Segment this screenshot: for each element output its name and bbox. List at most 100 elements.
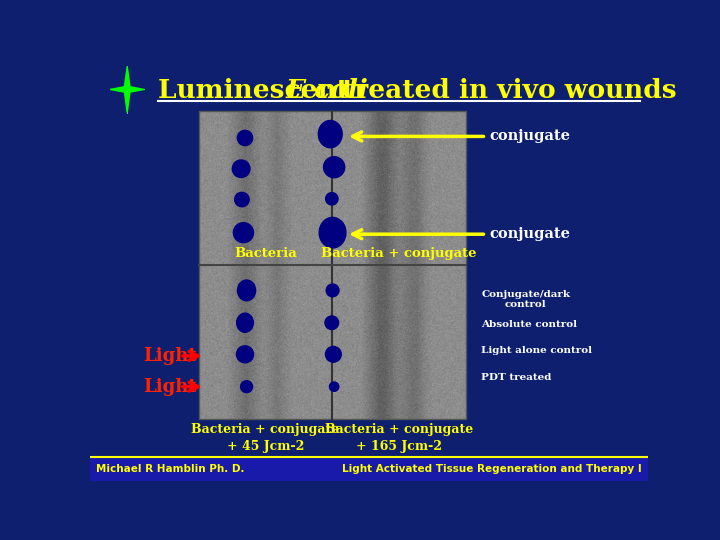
Ellipse shape (328, 319, 336, 327)
Ellipse shape (329, 163, 339, 172)
Ellipse shape (234, 224, 253, 242)
Ellipse shape (327, 194, 336, 204)
Ellipse shape (327, 130, 334, 138)
Ellipse shape (332, 290, 333, 291)
Ellipse shape (333, 385, 336, 388)
Ellipse shape (234, 161, 248, 176)
Ellipse shape (328, 319, 336, 326)
Ellipse shape (236, 194, 248, 205)
Ellipse shape (330, 322, 333, 324)
Ellipse shape (243, 382, 251, 391)
Ellipse shape (330, 197, 333, 201)
Ellipse shape (331, 384, 337, 389)
Ellipse shape (233, 222, 253, 242)
Ellipse shape (238, 226, 250, 239)
Ellipse shape (242, 351, 248, 357)
Ellipse shape (244, 384, 249, 389)
Ellipse shape (237, 347, 253, 362)
Ellipse shape (328, 161, 341, 174)
Ellipse shape (328, 286, 337, 295)
Ellipse shape (321, 124, 339, 145)
Ellipse shape (318, 120, 342, 148)
Ellipse shape (326, 347, 341, 362)
Polygon shape (110, 66, 144, 112)
Text: Bacteria + conjugate
+ 45 Jcm-2: Bacteria + conjugate + 45 Jcm-2 (192, 423, 339, 453)
Ellipse shape (322, 125, 338, 144)
Ellipse shape (237, 165, 246, 173)
Ellipse shape (330, 383, 338, 390)
Ellipse shape (332, 165, 336, 170)
Ellipse shape (330, 352, 336, 357)
Ellipse shape (238, 281, 255, 300)
Ellipse shape (240, 133, 251, 143)
Ellipse shape (243, 136, 247, 140)
Ellipse shape (331, 198, 333, 200)
Ellipse shape (325, 316, 338, 329)
Ellipse shape (241, 231, 246, 235)
Ellipse shape (331, 232, 333, 234)
Ellipse shape (240, 198, 243, 201)
Ellipse shape (333, 354, 334, 355)
Ellipse shape (242, 319, 248, 326)
Ellipse shape (327, 193, 337, 204)
Ellipse shape (238, 132, 251, 144)
Text: Bacteria: Bacteria (234, 247, 297, 260)
Ellipse shape (330, 288, 335, 292)
Ellipse shape (323, 221, 343, 245)
Ellipse shape (326, 193, 338, 205)
Ellipse shape (241, 350, 249, 358)
Ellipse shape (242, 285, 251, 296)
Ellipse shape (330, 350, 337, 358)
Ellipse shape (241, 382, 251, 392)
Ellipse shape (331, 164, 338, 171)
Ellipse shape (240, 230, 246, 236)
Ellipse shape (240, 197, 244, 202)
Text: conjugate: conjugate (353, 227, 570, 241)
Ellipse shape (324, 158, 344, 177)
Ellipse shape (238, 130, 253, 146)
Ellipse shape (244, 322, 246, 323)
Ellipse shape (328, 349, 339, 360)
Text: Conjugate/dark
control: Conjugate/dark control (482, 289, 570, 309)
Ellipse shape (239, 282, 254, 299)
Ellipse shape (332, 384, 336, 389)
Ellipse shape (239, 316, 251, 329)
Ellipse shape (240, 349, 251, 360)
Ellipse shape (331, 383, 338, 390)
Ellipse shape (243, 383, 250, 390)
Ellipse shape (236, 164, 246, 173)
Ellipse shape (333, 386, 336, 388)
Ellipse shape (326, 226, 338, 240)
Ellipse shape (238, 195, 246, 204)
Ellipse shape (327, 285, 338, 296)
Ellipse shape (331, 322, 333, 323)
Ellipse shape (239, 167, 243, 171)
Text: Light: Light (143, 377, 197, 396)
Ellipse shape (327, 348, 340, 361)
Ellipse shape (245, 288, 248, 293)
Ellipse shape (244, 287, 249, 294)
Ellipse shape (325, 316, 338, 329)
Ellipse shape (325, 129, 335, 139)
Ellipse shape (238, 314, 253, 332)
Ellipse shape (237, 194, 247, 205)
Ellipse shape (328, 195, 335, 202)
Ellipse shape (240, 282, 253, 299)
Ellipse shape (329, 196, 335, 201)
Ellipse shape (333, 166, 336, 169)
Ellipse shape (330, 383, 338, 390)
Ellipse shape (240, 318, 250, 328)
Ellipse shape (238, 195, 246, 204)
Ellipse shape (238, 166, 244, 172)
Text: PDT treated: PDT treated (482, 373, 552, 382)
Ellipse shape (243, 320, 248, 326)
Ellipse shape (240, 350, 250, 359)
Ellipse shape (333, 386, 335, 387)
Ellipse shape (243, 383, 251, 390)
Text: Light alone control: Light alone control (482, 346, 593, 355)
Ellipse shape (234, 162, 248, 176)
Ellipse shape (328, 286, 338, 295)
Ellipse shape (328, 287, 336, 294)
Ellipse shape (327, 285, 338, 296)
Ellipse shape (243, 286, 250, 294)
